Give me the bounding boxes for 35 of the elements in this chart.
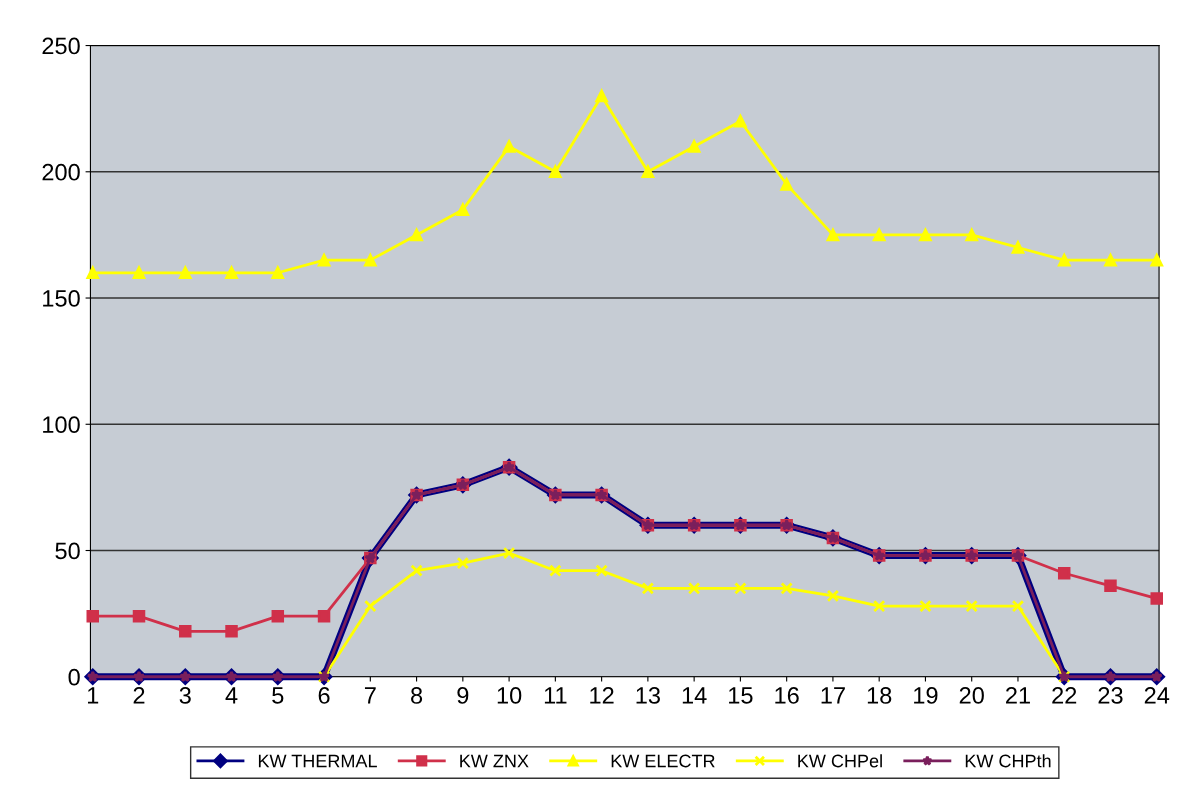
x-tick-label: 9	[457, 687, 469, 704]
x-tick-label: 13	[636, 687, 660, 704]
x-tick-label: 2	[133, 687, 145, 704]
x-tick-label: 19	[914, 687, 938, 704]
legend-label: KW CHPth	[965, 754, 1051, 768]
x-tick-label: 17	[821, 687, 845, 704]
x-tick-label: 1	[87, 687, 99, 704]
x-tick-label: 4	[225, 687, 238, 704]
x-tick-label: 18	[867, 687, 892, 704]
x-tick-label: 10	[497, 687, 522, 704]
x-tick-label: 20	[959, 687, 984, 704]
x-tick-label: 7	[364, 687, 376, 704]
y-tick-label: 250	[42, 37, 80, 55]
x-tick-label: 5	[272, 687, 284, 704]
x-tick-label: 6	[318, 687, 330, 704]
x-tick-label: 22	[1052, 687, 1077, 704]
legend-label: KW THERMAL	[258, 754, 377, 768]
legend-label: KW ZNX	[460, 754, 529, 768]
x-tick-label: 12	[590, 687, 614, 704]
x-tick-label: 21	[1006, 687, 1030, 704]
x-tick-label: 11	[544, 687, 567, 704]
legend-label: KW CHPel	[798, 754, 882, 768]
x-tick-label: 8	[411, 687, 423, 704]
x-tick-label: 23	[1098, 687, 1123, 704]
x-tick-label: 14	[682, 687, 707, 704]
y-tick-label: 100	[43, 416, 80, 434]
x-tick-label: 16	[775, 687, 799, 704]
x-tick-label: 3	[179, 687, 191, 704]
y-tick-label: 0	[68, 668, 80, 686]
y-tick-label: 150	[43, 290, 80, 307]
legend-label: KW ELECTR	[611, 754, 715, 768]
x-tick-label: 15	[729, 687, 753, 704]
x-tick-label: 24	[1144, 687, 1170, 704]
y-tick-label: 50	[55, 542, 80, 560]
y-tick-label: 200	[42, 163, 80, 181]
